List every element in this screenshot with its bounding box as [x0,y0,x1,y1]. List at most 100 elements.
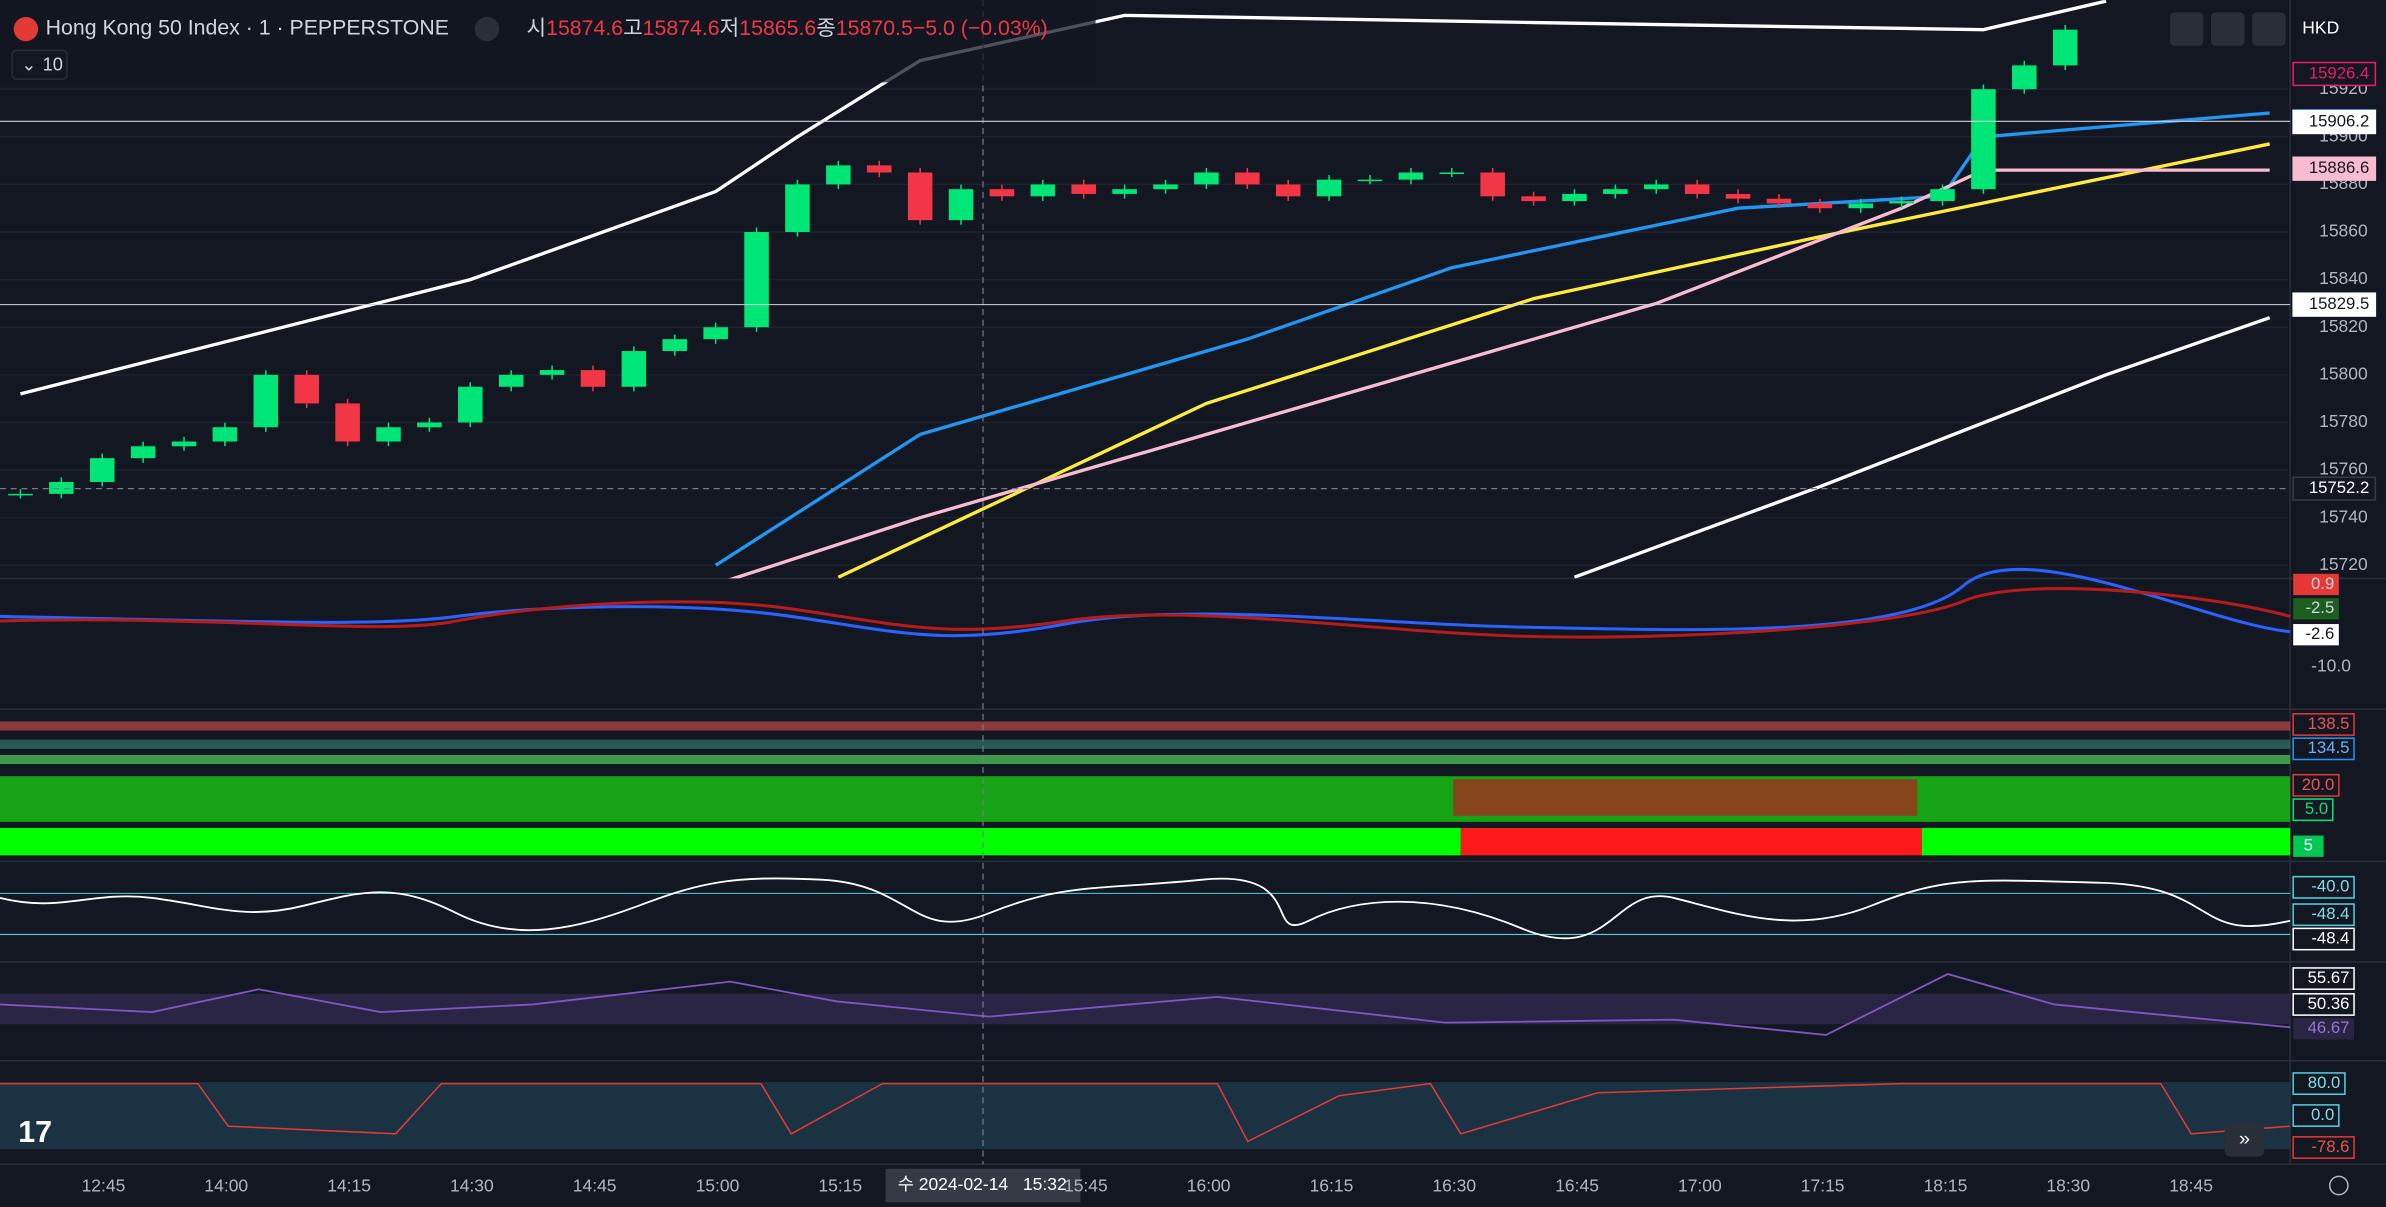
pane-label: -48.4 [2311,904,2349,923]
x-tick-label: 18:15 [1924,1176,1968,1196]
settings-icon[interactable] [2328,1175,2349,1196]
rsi-line [0,973,2291,1036]
candle [1439,172,1465,175]
pane-badge [2292,903,2355,927]
price-label: 15926.4 [2309,63,2369,82]
candle [580,370,606,387]
x-tick-label: 16:45 [1555,1176,1599,1196]
candle [335,403,360,442]
pane-label: 5.0 [2305,799,2328,818]
band-line [1573,316,2271,579]
button[interactable] [2252,12,2286,46]
pane-label: 5 [2304,836,2313,855]
pane-label: -2.5 [2305,598,2334,617]
candle [1480,172,1505,197]
candle [1643,184,1669,190]
x-tick-label: 12:45 [82,1176,126,1196]
price-label: 15886.6 [2309,158,2369,177]
candle [1889,201,1914,204]
candle [458,386,483,423]
band-line [728,168,2270,579]
crosshair-time: 15:32 [1023,1174,1067,1194]
candle [1398,172,1424,180]
pane-label: -10.0 [2311,655,2351,675]
crosshair-time-badge [885,1168,1081,1203]
y-tick-label: 15840 [2319,268,2368,288]
candle [866,165,892,173]
candle [1725,193,1751,199]
candle [1357,179,1383,182]
symbol-title[interactable]: Hong Kong 50 Index · 1 · PEPPERSTONE [46,16,449,40]
candle [212,427,238,442]
x-tick-label: 14:30 [450,1176,494,1196]
button[interactable] [2211,12,2245,46]
x-tick-label: 16:30 [1432,1176,1476,1196]
logo[interactable]: 17 [18,1115,52,1149]
candle [744,232,769,328]
candle [49,481,74,494]
price-badge [2292,476,2377,501]
header-background [0,0,1096,83]
button[interactable] [2169,12,2204,46]
pane-label: 80.0 [2308,1073,2341,1092]
candle [907,172,933,221]
pane-badge [2293,835,2324,857]
x-tick-label: 14:00 [204,1176,248,1196]
candle [1807,203,1833,209]
ohlc-change: −5.0 (−0.03%) [913,16,1048,40]
candle [1194,172,1219,185]
trend-band [0,827,1461,856]
candle [376,427,401,442]
cci-band [0,1082,2291,1150]
y-tick-label: 15800 [2319,363,2368,383]
candle [8,493,33,496]
candle [2052,29,2078,66]
candle [539,370,565,375]
pane-label: 0.9 [2311,574,2334,593]
price-badge [2292,292,2377,317]
hide-button[interactable] [474,16,500,42]
indicator-caret[interactable]: ⌄ [21,53,36,74]
pane-label: -78.6 [2311,1137,2349,1156]
candle [1971,89,1996,190]
pane-badge [2293,598,2339,620]
ohlc-label: 저 [720,16,740,40]
x-tick-label: 16:15 [1310,1176,1354,1196]
pane-badge [2292,993,2355,1016]
pane-label: 0.0 [2311,1105,2334,1124]
candle [1766,198,1792,204]
pane-label: 46.67 [2308,1018,2350,1037]
candle [1153,184,1178,190]
scroll-icon[interactable]: » [2239,1128,2250,1150]
x-tick-label: 18:45 [2169,1176,2213,1196]
ohlc-value: 15865.6 [739,16,816,40]
pane-badge [2293,1018,2355,1040]
pane-badge [2292,713,2355,736]
pane-label: -40.0 [2311,877,2349,896]
ohlc-label: 고 [623,16,643,40]
y-tick-label: 15760 [2319,459,2368,479]
candle [948,189,974,221]
symbol-flag[interactable] [13,16,39,42]
price-badge [2292,156,2377,181]
heat-band [0,776,2291,822]
pane-label: 50.36 [2308,994,2350,1013]
dots-row [0,739,2291,749]
indicator-toggle[interactable] [11,49,68,81]
ohlc-label: 시 [527,16,547,40]
currency[interactable]: HKD [2302,18,2339,38]
ohlc-value: 15874.6 [643,16,720,40]
candle [171,441,197,447]
candle [417,422,442,428]
pane-label: -48.4 [2311,928,2349,947]
candle [1275,184,1301,197]
candle [1235,172,1260,185]
cci-line [0,1082,2291,1143]
scroll-button[interactable] [2224,1123,2265,1157]
candle [130,446,156,459]
price-pane [0,0,2291,579]
pane-badge [2292,1072,2346,1096]
indicator-count[interactable]: 10 [43,53,63,74]
